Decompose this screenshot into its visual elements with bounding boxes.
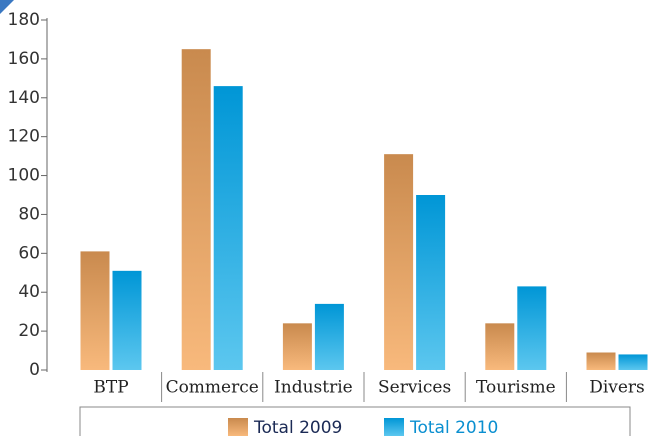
- bar: [618, 354, 648, 370]
- y-tick-label: 180: [8, 10, 40, 30]
- bar: [181, 49, 211, 371]
- bar: [416, 195, 446, 370]
- y-tick-label: 20: [18, 321, 40, 341]
- bar: [282, 323, 312, 370]
- bar: [485, 323, 515, 370]
- y-tick-label: 0: [29, 360, 40, 380]
- y-tick-label: 100: [8, 166, 40, 186]
- y-tick-label: 120: [8, 127, 40, 147]
- x-tick-label: Tourisme: [476, 378, 556, 398]
- x-tick-label: Commerce: [166, 378, 259, 398]
- y-tick-label: 40: [18, 282, 40, 302]
- x-tick-label: Industrie: [274, 378, 353, 398]
- y-tick-label: 80: [18, 204, 40, 224]
- legend-label: Total 2010: [409, 418, 498, 436]
- bar: [80, 251, 110, 370]
- legend-label: Total 2009: [253, 418, 342, 436]
- y-tick-label: 140: [8, 88, 40, 108]
- y-tick-label: 60: [18, 243, 40, 263]
- legend-box: [79, 406, 631, 436]
- legend-swatch: [384, 418, 404, 436]
- corner-decoration: [0, 0, 14, 14]
- bar: [384, 154, 414, 370]
- x-tick-label: Services: [378, 378, 451, 398]
- bar: [517, 286, 547, 370]
- y-tick-label: 160: [8, 49, 40, 69]
- x-tick-label: Divers: [589, 378, 645, 398]
- x-tick-label: BTP: [93, 378, 128, 398]
- bar: [213, 86, 243, 370]
- legend-swatch: [228, 418, 248, 436]
- bar: [112, 270, 142, 370]
- bar: [314, 303, 344, 370]
- bar: [586, 352, 616, 370]
